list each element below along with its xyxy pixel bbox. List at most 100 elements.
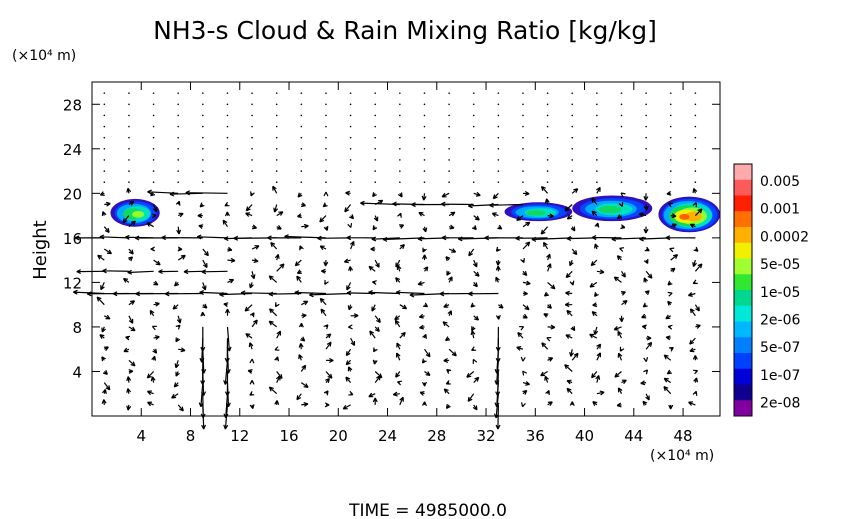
wind-arrow [543,291,550,297]
wind-arrow [492,192,499,200]
wind-arrow [589,333,598,339]
wind-arrow [546,337,552,342]
wind-arrow [596,186,601,194]
wind-arrow [296,275,302,283]
wind-arrow [250,271,256,280]
x-tick-label: 4 [136,427,146,445]
wind-arrow [520,258,525,264]
grid-dot [571,125,574,128]
wind-arrow [164,291,203,297]
wind-arrow [396,380,402,386]
grid-dot [374,170,377,172]
wind-arrow [447,310,453,317]
grid-dot [399,136,401,139]
wind-arrow [466,371,475,378]
wind-arrow [688,401,696,406]
grid-dot [103,170,106,172]
wind-arrow [620,270,626,278]
wind-arrow [372,359,378,365]
grid-dot [325,92,327,94]
wind-arrow [346,235,376,241]
wind-arrow [619,247,625,252]
wind-arrow [670,223,677,229]
grid-dot [546,114,549,117]
wind-arrow [251,258,259,263]
wind-arrow [667,300,673,306]
wind-arrow [153,280,159,286]
wind-arrow [619,346,625,352]
grid-dot [472,114,475,117]
wind-arrow [202,303,208,309]
wind-arrow [196,234,228,240]
wind-arrow [643,193,649,201]
wind-arrow [546,253,551,261]
y-tick-label: 4 [72,363,82,381]
grid-dot [423,125,426,128]
grid-dot [645,148,647,150]
wind-arrow [103,346,109,352]
wind-arrow [319,297,327,306]
wind-arrow [419,324,425,330]
grid-dot [300,103,303,106]
wind-arrow [546,303,552,309]
grid-dot [522,181,524,183]
grid-dot [300,136,303,139]
grid-dot [497,181,500,183]
grid-dot [275,114,278,117]
wind-arrow [522,241,531,250]
wind-arrow [569,280,575,286]
wind-arrow [468,291,499,297]
wind-arrow [565,290,573,296]
wind-arrow [249,404,255,409]
grid-dot [423,181,426,183]
wind-arrow [343,258,351,264]
grid-dot [596,114,598,117]
grid-dot [596,136,598,139]
grid-dot [251,92,253,94]
grid-dot [472,125,475,128]
grid-dot [349,148,352,150]
wind-arrow [101,326,107,333]
wind-arrow [439,291,474,297]
grid-dot [202,181,204,183]
wind-arrow [566,309,573,317]
wind-arrow [146,371,155,379]
wind-arrow [395,371,401,378]
wind-arrow [443,388,450,395]
grid-dot [669,170,672,172]
grid-dot [546,136,549,139]
wind-arrow [666,369,672,375]
grid-dot [669,148,672,150]
wind-arrow [418,211,425,217]
wind-arrow [269,308,278,317]
wind-arrow [146,390,154,396]
wind-arrow [371,304,376,312]
wind-arrow [319,245,327,251]
wind-arrow [349,240,355,250]
grid-dot [202,148,204,150]
wind-arrow [128,201,135,206]
grid-dot [374,114,377,117]
wind-arrow [520,356,526,362]
grid-dot [448,159,450,161]
wind-arrow [642,400,648,406]
grid-dot [620,136,623,139]
wind-arrow [368,290,400,296]
grid-dot [546,125,549,128]
grid-dot [596,181,598,183]
wind-arrow [150,376,156,383]
wind-arrow [641,324,647,330]
wind-arrow [694,304,700,312]
wind-arrow [590,259,598,267]
wind-vector-field [73,185,703,430]
wind-arrow [151,355,157,361]
wind-arrow [643,277,649,283]
wind-arrow [569,401,575,406]
wind-arrow [443,303,450,308]
grid-dot [349,92,352,94]
grid-dot [374,125,377,128]
grid-dot [596,125,598,128]
wind-arrow [251,224,257,230]
wind-arrow [448,224,455,230]
wind-arrow [300,364,307,372]
